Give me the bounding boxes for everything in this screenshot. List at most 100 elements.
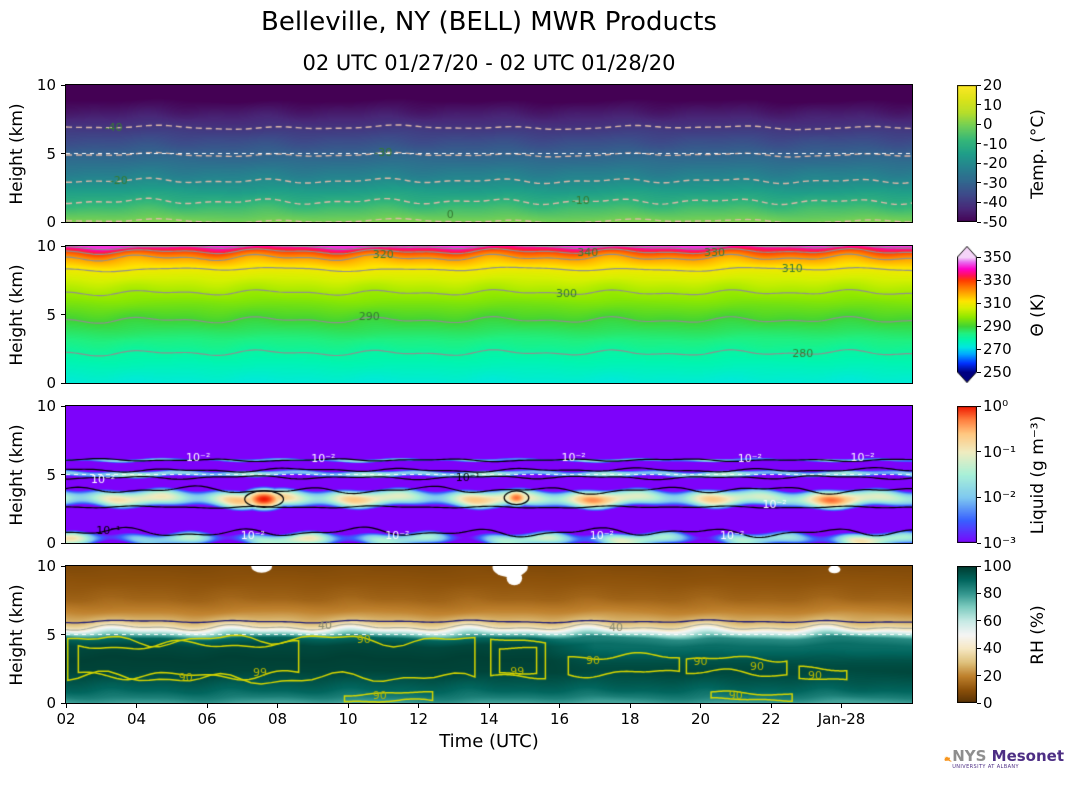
theta-ytick xyxy=(61,245,65,247)
x-tick xyxy=(347,703,349,708)
theta-colorbar xyxy=(957,246,977,383)
rh-heatmap xyxy=(66,566,912,703)
rh-cb-tick xyxy=(977,647,981,649)
theta-cb-tick xyxy=(977,348,981,350)
x-axis-label: Time (UTC) xyxy=(439,731,539,752)
theta-y-axis-label: Height (km) xyxy=(7,263,27,366)
liquid-cb-ticklabel: 10⁻³ xyxy=(983,534,1017,552)
liquid-ytick xyxy=(61,474,65,475)
x-ticklabel: 12 xyxy=(408,710,429,728)
x-ticklabel: 20 xyxy=(690,710,711,728)
rh-colorbar xyxy=(957,566,977,703)
liquid-cb-tick xyxy=(977,542,981,544)
x-tick xyxy=(559,703,560,708)
rh-yticklabel: 10 xyxy=(36,557,56,575)
rh-cb-tick xyxy=(977,592,981,594)
temp-cb-tick xyxy=(977,143,981,145)
x-ticklabel: 14 xyxy=(479,710,499,728)
temp-colorbar xyxy=(957,85,977,222)
temp-yticklabel: 0 xyxy=(46,213,56,231)
temp-yticklabel: 5 xyxy=(46,144,56,163)
temp-cb-ticklabel: 10 xyxy=(983,95,1003,114)
temp-cb-tick xyxy=(977,104,981,106)
x-ticklabel: 08 xyxy=(267,710,288,728)
x-ticklabel: 18 xyxy=(620,710,640,728)
temp-y-axis-label: Height (km) xyxy=(7,102,27,205)
theta-cb-ticklabel: 270 xyxy=(983,340,1012,358)
x-ticklabel: 02 xyxy=(56,710,76,728)
liquid-yticklabel: 10 xyxy=(36,397,56,415)
x-ticklabel: 04 xyxy=(126,710,147,728)
x-tick xyxy=(488,703,490,708)
temp-cb-ticklabel: -20 xyxy=(983,154,1008,173)
theta-cb-tick xyxy=(977,325,981,327)
theta-yticklabel: 0 xyxy=(46,374,56,392)
chart-title: Belleville, NY (BELL) MWR Products xyxy=(261,7,717,37)
theta-yticklabel: 10 xyxy=(36,237,56,255)
x-tick xyxy=(770,703,772,708)
rh-ytick xyxy=(61,702,65,704)
rh-cb-ticklabel: 40 xyxy=(983,639,1003,658)
liquid-colorbar xyxy=(957,406,977,543)
x-ticklabel: 06 xyxy=(197,710,217,728)
liquid-ytick xyxy=(61,405,65,407)
theta-cb-tick xyxy=(977,279,981,281)
rh-cb-tick xyxy=(977,675,981,677)
liquid-heatmap xyxy=(66,406,912,543)
temp-cb-tick xyxy=(977,221,981,223)
temp-colorbar-label: Temp. (°C) xyxy=(1028,108,1048,199)
rh-yticklabel: 0 xyxy=(46,694,56,712)
theta-heatmap xyxy=(66,246,912,383)
rh-colorbar-label: RH (%) xyxy=(1028,604,1048,665)
temp-cb-ticklabel: 20 xyxy=(983,76,1003,94)
x-tick xyxy=(841,703,842,708)
theta-ytick xyxy=(61,314,65,315)
mesonet-logo: NYS Mesonet UNIVERSITY AT ALBANY xyxy=(944,718,1064,800)
liquid-colorbar-label: Liquid (g m⁻³) xyxy=(1028,415,1048,534)
temp-cb-ticklabel: -40 xyxy=(983,193,1008,212)
x-tick xyxy=(65,703,67,708)
liquid-cb-ticklabel: 10⁻² xyxy=(983,488,1017,507)
rh-frame xyxy=(65,565,913,704)
x-ticklabel: 16 xyxy=(549,710,570,728)
rh-y-axis-label: Height (km) xyxy=(7,583,27,686)
x-tick xyxy=(136,703,137,708)
rh-cb-tick xyxy=(977,702,981,704)
logo-nys: NYS xyxy=(952,747,987,765)
x-tick xyxy=(629,703,631,708)
logo-subtext: UNIVERSITY AT ALBANY xyxy=(952,764,1019,770)
x-tick xyxy=(206,703,208,708)
theta-cb-tick xyxy=(977,256,981,258)
theta-cb-ticklabel: 290 xyxy=(983,317,1012,335)
liquid-cb-ticklabel: 10⁻¹ xyxy=(983,442,1017,461)
liquid-cb-ticklabel: 10⁰ xyxy=(983,397,1009,415)
temp-frame xyxy=(65,84,913,223)
x-tick xyxy=(277,703,278,708)
ny-state-shape xyxy=(944,757,952,762)
temp-cb-ticklabel: -50 xyxy=(983,213,1008,231)
temp-cb-tick xyxy=(977,201,981,203)
liquid-ytick xyxy=(61,542,65,544)
theta-cb-tick xyxy=(977,371,981,373)
rh-cb-ticklabel: 100 xyxy=(983,557,1012,575)
liquid-cb-tick xyxy=(977,405,981,407)
temp-heatmap xyxy=(66,85,912,222)
logo-text: NYS Mesonet xyxy=(952,748,1064,764)
x-ticklabel: Jan-28 xyxy=(817,710,866,728)
temp-cb-ticklabel: 0 xyxy=(983,115,993,134)
rh-yticklabel: 5 xyxy=(46,625,56,644)
liquid-yticklabel: 0 xyxy=(46,534,56,552)
theta-cb-ticklabel: 330 xyxy=(983,271,1012,289)
temp-ytick xyxy=(61,221,65,223)
theta-cb-ticklabel: 350 xyxy=(983,248,1012,266)
rh-cb-ticklabel: 20 xyxy=(983,666,1003,685)
liquid-frame xyxy=(65,405,913,544)
rh-cb-ticklabel: 80 xyxy=(983,584,1003,603)
liquid-cb-tick xyxy=(977,451,981,453)
x-tick xyxy=(700,703,701,708)
theta-yticklabel: 5 xyxy=(46,305,56,324)
temp-cb-tick xyxy=(977,182,981,184)
ny-state-sun-icon xyxy=(944,755,952,762)
chart-subtitle: 02 UTC 01/27/20 - 02 UTC 01/28/20 xyxy=(302,51,676,75)
